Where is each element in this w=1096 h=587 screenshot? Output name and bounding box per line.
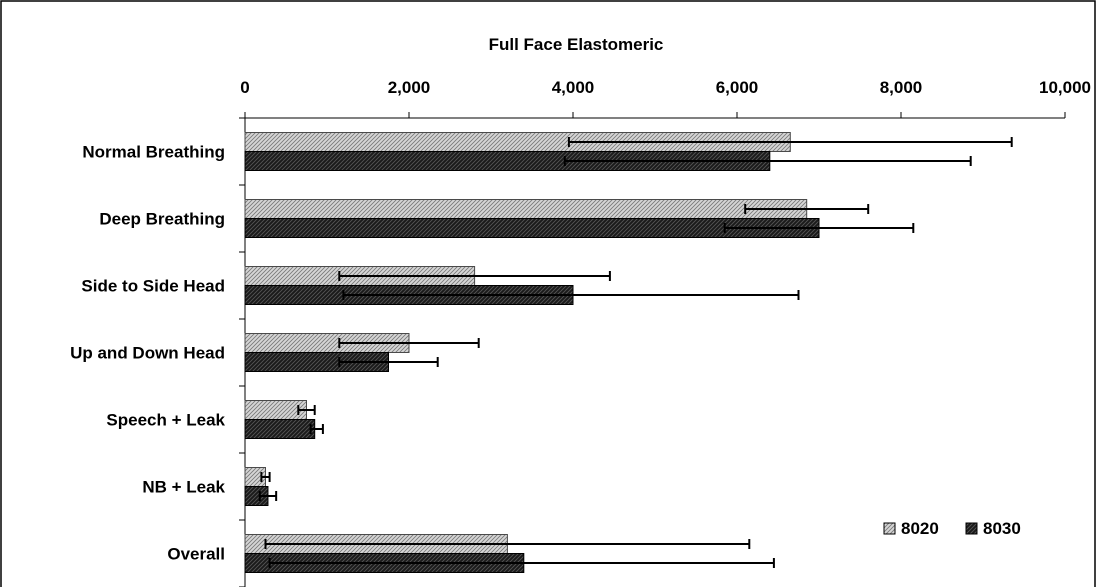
bar-8030: [244, 419, 316, 439]
category-axis: Normal Breathing Deep Breathing Side to Si…: [70, 117, 245, 587]
legend-label: 8030: [983, 519, 1021, 538]
legend-swatch-8020: [883, 522, 896, 535]
legend: 8020 8030: [883, 519, 1021, 538]
category-label: Speech + Leak: [106, 411, 225, 430]
chart-title: Full Face Elastomeric: [489, 35, 664, 54]
x-tick-label: 4,000: [552, 78, 595, 97]
bar-8020: [244, 400, 307, 420]
legend-swatch-8030: [965, 522, 978, 535]
bar-8020: [244, 199, 808, 219]
category-label: NB + Leak: [142, 478, 225, 497]
x-tick-label: 8,000: [880, 78, 923, 97]
x-tick-label: 10,000: [1039, 78, 1091, 97]
category-label: Overall: [167, 545, 225, 564]
error-bars: [258, 137, 1013, 568]
legend-label: 8020: [901, 519, 939, 538]
x-tick-label: 6,000: [716, 78, 759, 97]
category-label: Up and Down Head: [70, 344, 225, 363]
x-axis: 0 2,000 4,000 6,000 8,000 10,000: [240, 78, 1091, 587]
bars: [244, 132, 820, 573]
x-tick-label: 2,000: [388, 78, 431, 97]
x-tick-label: 0: [240, 78, 249, 97]
category-label: Deep Breathing: [99, 210, 225, 229]
category-label: Side to Side Head: [81, 277, 225, 296]
category-label: Normal Breathing: [82, 143, 225, 162]
